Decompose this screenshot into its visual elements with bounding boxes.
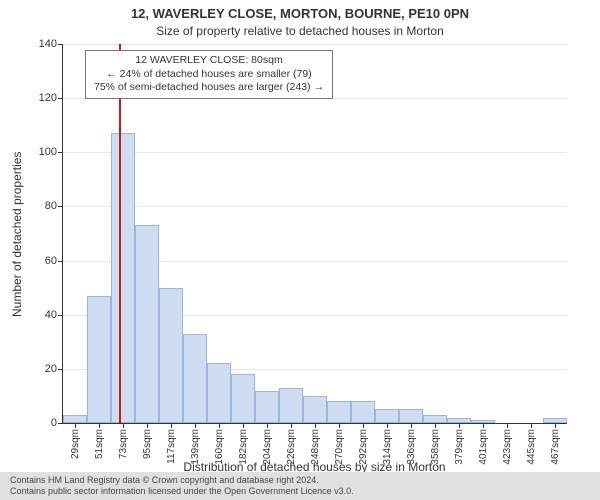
x-tick-mark	[339, 423, 340, 428]
histogram-bar	[63, 415, 87, 423]
histogram-bar	[327, 401, 351, 423]
y-tick-mark	[58, 44, 63, 45]
footer-line-2: Contains public sector information licen…	[10, 486, 590, 497]
x-tick-mark	[387, 423, 388, 428]
annotation-line-1: 12 WAVERLEY CLOSE: 80sqm	[94, 54, 324, 68]
gridline	[63, 44, 567, 45]
y-tick-mark	[58, 98, 63, 99]
y-tick-label: 100	[39, 146, 57, 158]
chart-subtitle: Size of property relative to detached ho…	[0, 24, 600, 38]
gridline	[63, 152, 567, 153]
histogram-bar	[87, 296, 111, 423]
x-tick-mark	[483, 423, 484, 428]
annotation-line-3: 75% of semi-detached houses are larger (…	[94, 81, 324, 95]
x-tick-mark	[99, 423, 100, 428]
x-tick-mark	[555, 423, 556, 428]
y-tick-label: 80	[45, 200, 57, 212]
y-tick-label: 140	[39, 38, 57, 50]
x-tick-mark	[243, 423, 244, 428]
histogram-bar	[303, 396, 327, 423]
histogram-bar	[399, 409, 423, 423]
histogram-bar	[351, 401, 375, 423]
y-tick-label: 0	[51, 417, 57, 429]
y-tick-mark	[58, 152, 63, 153]
histogram-bar	[279, 388, 303, 423]
x-tick-mark	[531, 423, 532, 428]
y-tick-label: 60	[45, 255, 57, 267]
x-tick-label: 29sqm	[70, 429, 81, 459]
x-tick-mark	[435, 423, 436, 428]
x-tick-label: 95sqm	[142, 429, 153, 459]
y-tick-mark	[58, 261, 63, 262]
y-tick-label: 40	[45, 309, 57, 321]
histogram-bar	[207, 363, 231, 423]
histogram-bar	[375, 409, 399, 423]
x-tick-mark	[291, 423, 292, 428]
histogram-bar	[135, 225, 159, 423]
x-tick-mark	[411, 423, 412, 428]
x-tick-label: 117sqm	[166, 429, 177, 464]
histogram-bar	[111, 133, 135, 423]
histogram-bar	[231, 374, 255, 423]
histogram-bar	[255, 391, 279, 423]
property-marker-line	[119, 44, 121, 423]
histogram-bar	[183, 334, 207, 423]
y-tick-mark	[58, 206, 63, 207]
x-tick-mark	[363, 423, 364, 428]
y-tick-label: 120	[39, 92, 57, 104]
x-tick-mark	[195, 423, 196, 428]
y-tick-label: 20	[45, 363, 57, 375]
plot-area: 02040608010012014029sqm51sqm73sqm95sqm11…	[62, 44, 567, 424]
y-tick-mark	[58, 369, 63, 370]
x-tick-mark	[171, 423, 172, 428]
footer: Contains HM Land Registry data © Crown c…	[0, 472, 600, 500]
y-axis-title: Number of detached properties	[10, 44, 24, 424]
x-tick-mark	[147, 423, 148, 428]
histogram-bar	[423, 415, 447, 423]
x-tick-mark	[459, 423, 460, 428]
y-tick-mark	[58, 423, 63, 424]
annotation-box: 12 WAVERLEY CLOSE: 80sqm ← 24% of detach…	[85, 50, 333, 99]
annotation-line-2: ← 24% of detached houses are smaller (79…	[94, 68, 324, 82]
x-tick-mark	[75, 423, 76, 428]
x-tick-mark	[123, 423, 124, 428]
chart-container: 12, WAVERLEY CLOSE, MORTON, BOURNE, PE10…	[0, 0, 600, 500]
x-tick-mark	[219, 423, 220, 428]
x-tick-mark	[315, 423, 316, 428]
x-tick-mark	[267, 423, 268, 428]
chart-title: 12, WAVERLEY CLOSE, MORTON, BOURNE, PE10…	[0, 6, 600, 21]
x-tick-label: 51sqm	[94, 429, 105, 459]
x-tick-mark	[507, 423, 508, 428]
gridline	[63, 206, 567, 207]
footer-line-1: Contains HM Land Registry data © Crown c…	[10, 475, 590, 486]
histogram-bar	[159, 288, 183, 423]
x-tick-label: 73sqm	[118, 429, 129, 459]
y-tick-mark	[58, 315, 63, 316]
